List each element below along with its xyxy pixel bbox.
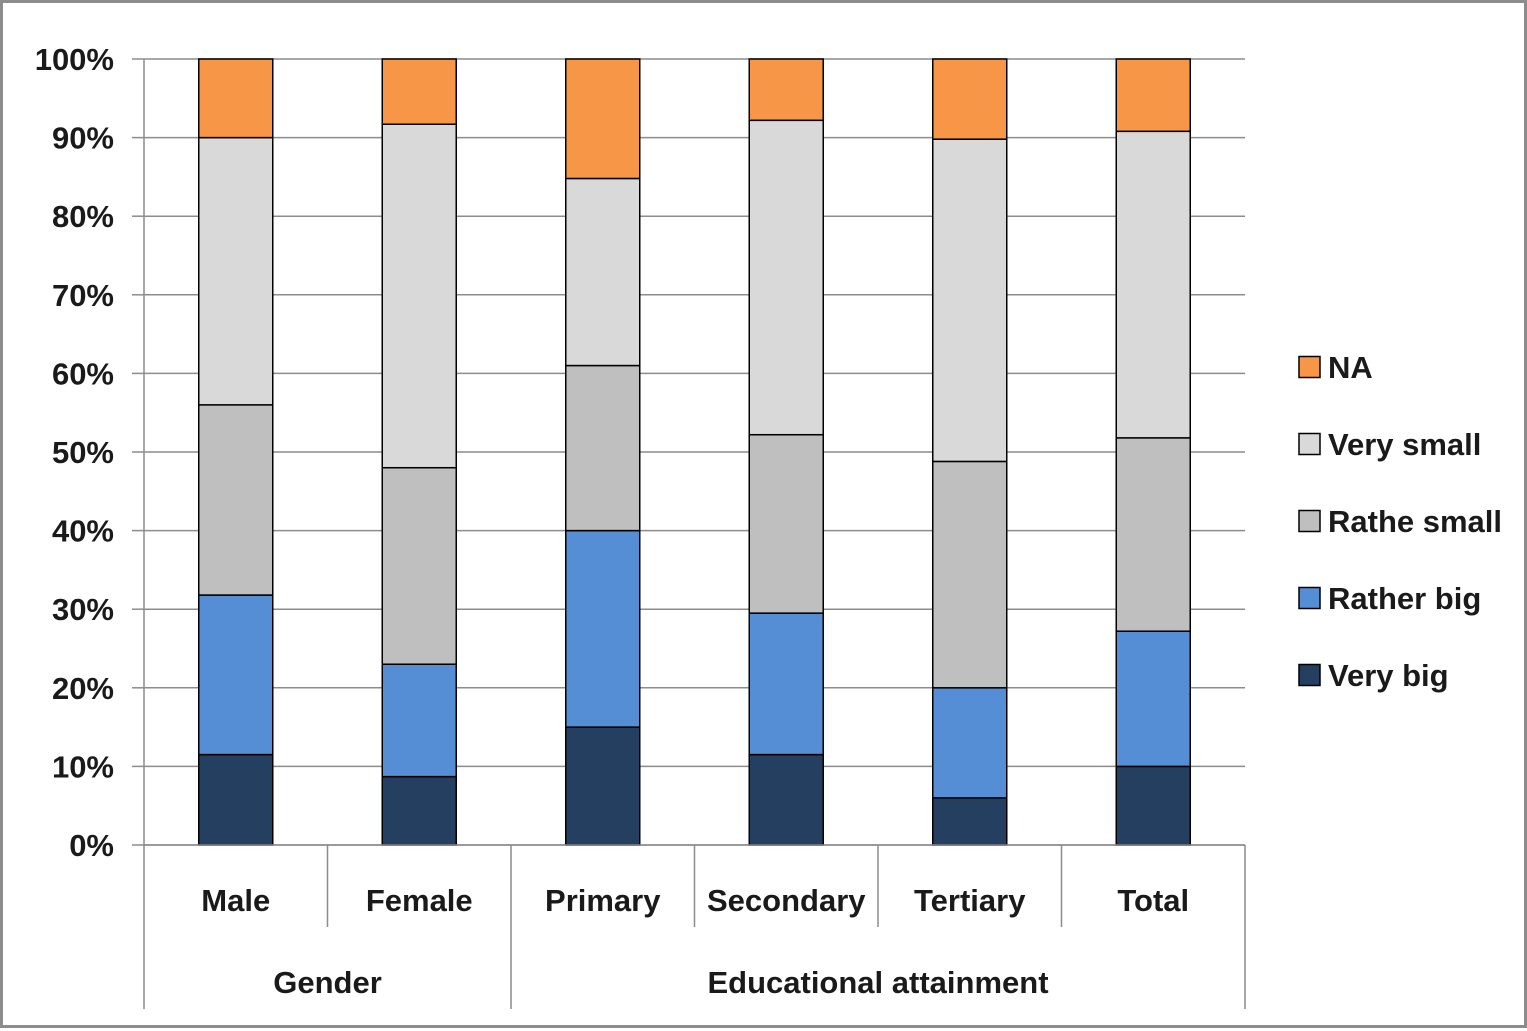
y-tick-label: 50% bbox=[52, 435, 114, 470]
legend: NA Very small Rathe small Rather big Very bi… bbox=[1298, 350, 1502, 693]
bar-segment bbox=[932, 797, 1008, 846]
x-category-label: Total bbox=[1117, 883, 1189, 918]
x-group-label: Gender bbox=[273, 965, 382, 1000]
bar-segment bbox=[1115, 630, 1191, 768]
legend-label: Rathe small bbox=[1328, 504, 1502, 539]
legend-item: NA bbox=[1298, 350, 1373, 385]
bar-segment bbox=[748, 612, 824, 756]
x-category-label: Primary bbox=[545, 883, 661, 918]
bar-segment bbox=[932, 58, 1008, 140]
bar-segment bbox=[198, 753, 274, 846]
bar-segment bbox=[381, 775, 457, 846]
bar-segment bbox=[1115, 58, 1191, 133]
x-category-label: Tertiary bbox=[914, 883, 1026, 918]
gridlines bbox=[144, 58, 1245, 846]
bar-segment bbox=[198, 136, 274, 406]
legend-label: Rather big bbox=[1328, 581, 1481, 616]
bar-segment bbox=[381, 663, 457, 778]
bar-segment bbox=[1115, 437, 1191, 632]
bar-segment bbox=[1115, 765, 1191, 846]
y-tick-label: 40% bbox=[52, 514, 114, 549]
bar-segment bbox=[932, 460, 1008, 689]
legend-swatch bbox=[1298, 663, 1321, 687]
legend-swatch bbox=[1298, 509, 1321, 533]
bar-segment bbox=[565, 726, 641, 846]
bar-segment bbox=[565, 58, 641, 180]
y-tick-label: 0% bbox=[69, 828, 114, 863]
bar-segment bbox=[381, 123, 457, 469]
stacked-bar-chart: 0% 10% 20% 30% 40% 50% 60% 70% 80% 90% 100% Male Fem… bbox=[35, 42, 1502, 1009]
y-tick-label: 30% bbox=[52, 592, 114, 627]
legend-swatch bbox=[1298, 432, 1321, 456]
bar-segment bbox=[565, 177, 641, 367]
x-group-label: Educational attainment bbox=[707, 965, 1048, 1000]
bar-segment bbox=[381, 58, 457, 125]
bar-segment bbox=[381, 466, 457, 665]
bar-segment bbox=[198, 594, 274, 756]
legend-swatch bbox=[1298, 355, 1321, 379]
bar-segment bbox=[1115, 130, 1191, 439]
y-tick-label: 70% bbox=[52, 278, 114, 313]
x-category-label: Male bbox=[201, 883, 270, 918]
legend-label: Very big bbox=[1328, 658, 1449, 693]
bar-segment bbox=[748, 119, 824, 436]
legend-swatch bbox=[1298, 586, 1321, 610]
legend-item: Rather big bbox=[1298, 581, 1481, 616]
bar-segment bbox=[748, 58, 824, 122]
y-tick-label: 20% bbox=[52, 671, 114, 706]
y-tick-label: 90% bbox=[52, 121, 114, 156]
axes: 0% 10% 20% 30% 40% 50% 60% 70% 80% 90% 100% Male Fem… bbox=[35, 42, 1246, 1009]
bar-segment bbox=[748, 433, 824, 614]
bar-segment bbox=[198, 58, 274, 139]
bar-segment bbox=[748, 753, 824, 846]
bars bbox=[198, 58, 1191, 846]
bar-segment bbox=[932, 138, 1008, 463]
y-tick-label: 80% bbox=[52, 199, 114, 234]
legend-item: Very big bbox=[1298, 658, 1449, 693]
bar-segment bbox=[565, 364, 641, 532]
legend-label: Very small bbox=[1328, 427, 1481, 462]
bar-segment bbox=[198, 404, 274, 596]
x-category-label: Secondary bbox=[707, 883, 866, 918]
legend-item: Very small bbox=[1298, 427, 1481, 462]
y-tick-label: 10% bbox=[52, 749, 114, 784]
bar-segment bbox=[565, 529, 641, 728]
bar-segment bbox=[932, 687, 1008, 799]
legend-item: Rathe small bbox=[1298, 504, 1502, 539]
y-tick-label: 100% bbox=[35, 42, 114, 77]
legend-label: NA bbox=[1328, 350, 1373, 385]
x-category-label: Female bbox=[366, 883, 473, 918]
y-tick-label: 60% bbox=[52, 356, 114, 391]
